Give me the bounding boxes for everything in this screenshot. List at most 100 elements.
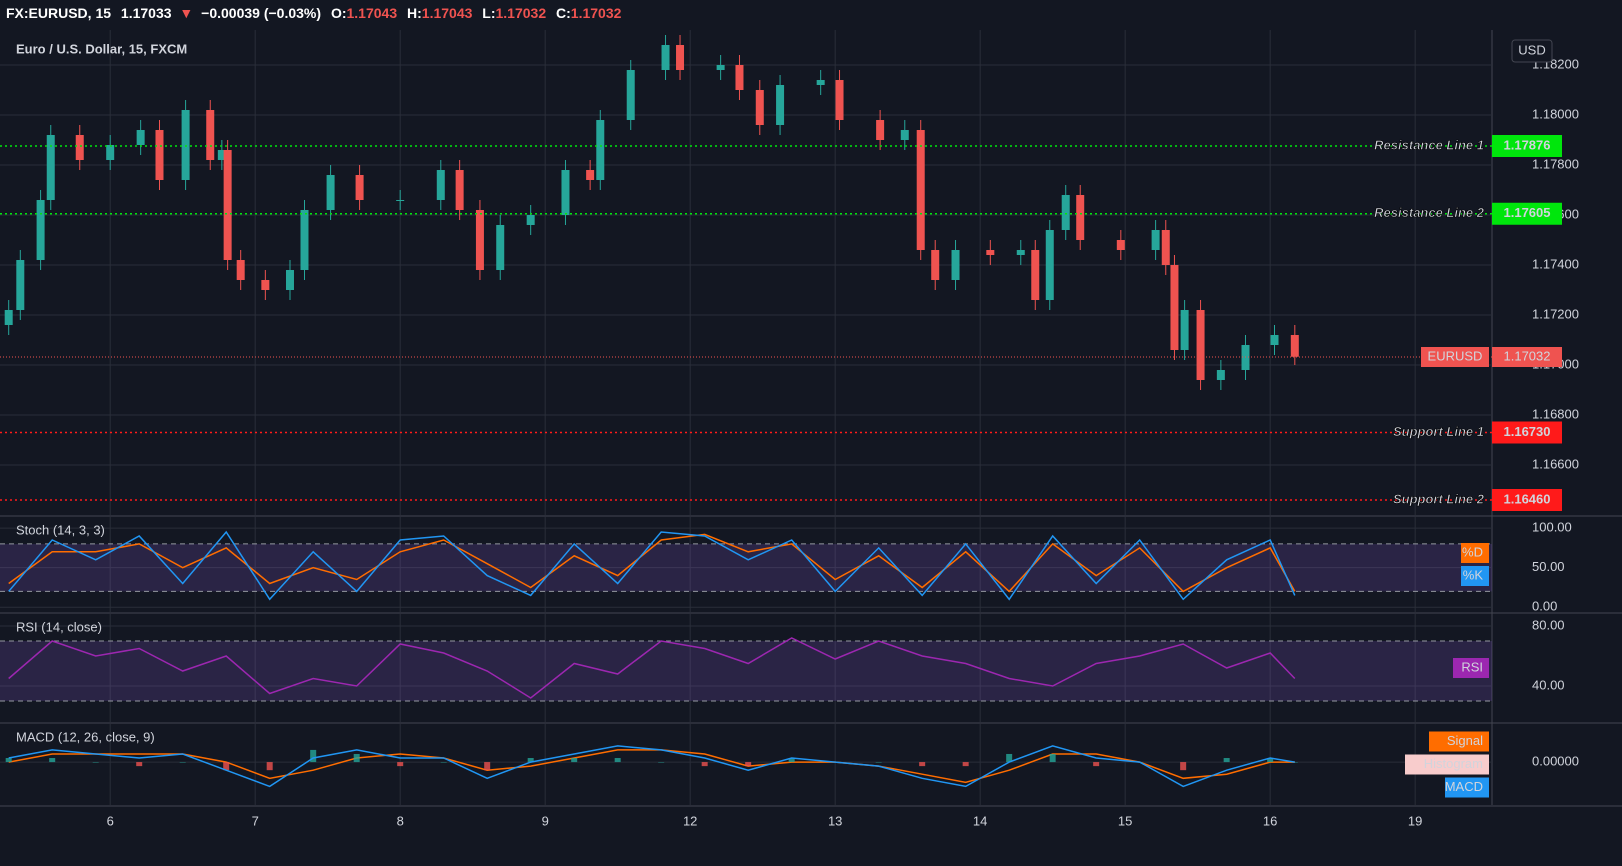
candle-body — [735, 65, 744, 90]
candle-body — [1216, 370, 1225, 380]
histogram-bar — [1006, 753, 1013, 763]
pane: 1.166001.168001.170001.172001.174001.176… — [0, 30, 1579, 515]
pane: 40.00 80.00 RSI (14, close) RSI — [0, 614, 1565, 722]
candle-body — [206, 110, 215, 160]
candle-body — [931, 250, 940, 280]
candle-body — [1116, 240, 1125, 250]
y-tick-label: 100.00 — [1532, 520, 1572, 535]
candle-body — [586, 170, 595, 180]
histogram-bar — [136, 762, 143, 767]
candle-body — [261, 280, 270, 290]
legend-label: MACD — [1445, 779, 1483, 794]
candle-body — [1045, 230, 1054, 300]
candle-body — [561, 170, 570, 215]
candle-body — [396, 200, 405, 201]
down-arrow: ▼ — [179, 5, 193, 21]
y-tick-label: 0.00 — [1532, 599, 1557, 614]
price-box — [1492, 202, 1562, 225]
candle-body — [716, 65, 725, 70]
header: FX:EURUSD, 15 1.17033 ▼ −0.00039 (−0.03%… — [6, 5, 622, 21]
candle-body — [661, 45, 670, 70]
histogram-bar — [397, 762, 404, 767]
candle-body — [526, 215, 535, 225]
series-line — [8, 533, 1296, 593]
x-tick-label: 14 — [973, 813, 987, 828]
candle-body — [1290, 335, 1299, 357]
candle-body — [876, 120, 885, 140]
histogram-bar — [701, 762, 708, 767]
candle-body — [496, 225, 505, 270]
candle-body — [16, 260, 25, 310]
candle-body — [755, 90, 764, 125]
last-price: 1.17033 — [121, 5, 172, 21]
legend-label: %K — [1463, 567, 1484, 582]
candle-body — [75, 135, 84, 160]
candle-body — [36, 200, 45, 260]
candle-body — [1061, 195, 1070, 230]
x-tick-label: 19 — [1408, 813, 1422, 828]
price-box-label: 1.17876 — [1504, 137, 1551, 152]
candle-body — [1016, 250, 1025, 255]
last-name: EURUSD — [1428, 348, 1483, 363]
candle-body — [223, 150, 232, 260]
histogram-bar — [49, 758, 56, 763]
candle-body — [455, 170, 464, 210]
candle-body — [626, 70, 635, 120]
open-label: O: — [331, 5, 347, 21]
legend-label: RSI — [1461, 659, 1483, 674]
candle-body — [1170, 265, 1179, 350]
y-tick-label: 1.17200 — [1532, 306, 1579, 321]
candle-body — [300, 210, 309, 270]
low-label: L: — [482, 5, 495, 21]
pane-title: Euro / U.S. Dollar, 15, FXCM — [16, 41, 187, 56]
x-tick-label: 16 — [1263, 813, 1277, 828]
candle-body — [1161, 230, 1170, 265]
x-tick-label: 6 — [107, 813, 114, 828]
legend-label: %D — [1462, 544, 1483, 559]
histogram-bar — [1291, 762, 1298, 763]
legend-label: Signal — [1447, 733, 1483, 748]
candle-body — [136, 130, 145, 145]
open-value: 1.17043 — [347, 5, 398, 21]
high-label: H: — [407, 5, 422, 21]
candle-body — [916, 130, 925, 250]
histogram-bar — [440, 762, 447, 763]
pane: 6 7 8 9 12 13 14 15 16 19 0.00000 MACD (12, 26, clo… — [0, 724, 1579, 828]
candle-body — [835, 80, 844, 120]
histogram-bar — [614, 758, 621, 763]
histogram-bar — [875, 762, 882, 763]
histogram-bar — [353, 753, 360, 763]
candle-body — [326, 175, 335, 210]
price-box — [1492, 421, 1562, 444]
x-tick-label: 15 — [1118, 813, 1132, 828]
x-tick-label: 7 — [252, 813, 259, 828]
candle-body — [285, 270, 294, 290]
histogram-bar — [1093, 762, 1100, 767]
histogram-bar — [745, 762, 752, 767]
legend-box — [1445, 777, 1489, 798]
candle-body — [776, 85, 785, 125]
histogram-bar — [266, 762, 273, 771]
histogram-bar — [788, 758, 795, 763]
histogram-bar — [223, 762, 230, 771]
histogram-bar — [1267, 758, 1274, 763]
histogram-bar — [310, 749, 317, 763]
series-line — [8, 637, 1296, 699]
price-box-label: 1.17605 — [1504, 205, 1551, 220]
candle-body — [355, 175, 364, 200]
candle-body — [676, 45, 685, 70]
candle-body — [181, 110, 190, 180]
y-tick-label: 1.17400 — [1532, 256, 1579, 271]
candle-body — [4, 310, 13, 325]
candle-body — [475, 210, 484, 270]
x-tick-label: 8 — [397, 813, 404, 828]
candle-body — [236, 260, 245, 280]
candle-body — [986, 250, 995, 255]
close-value: 1.17032 — [571, 5, 622, 21]
price-box — [1492, 135, 1562, 157]
close-label: C: — [556, 5, 571, 21]
legend-box — [1405, 754, 1489, 775]
x-tick-label: 13 — [828, 813, 842, 828]
last-price-label: 1.17032 — [1504, 348, 1551, 363]
y-tick-label: 50.00 — [1532, 559, 1565, 574]
